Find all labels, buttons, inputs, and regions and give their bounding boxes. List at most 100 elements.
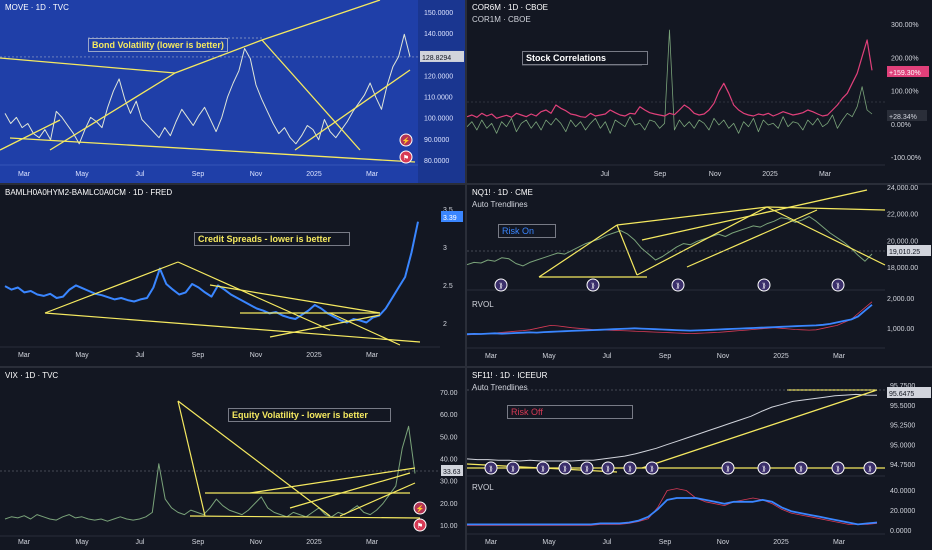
lightning-icon [399, 133, 413, 147]
vix-annotation[interactable]: Equity Volatility - lower is better [228, 408, 391, 422]
vix-x-tick: Mar [18, 539, 31, 546]
nq-x-tick: 2025 [773, 353, 789, 360]
vix-x-tick: Sep [192, 539, 205, 546]
sf-subtitle: Auto Trendlines [472, 383, 528, 392]
nq-last-badge: 19,010.25 [889, 249, 920, 256]
dividend-icon [863, 461, 877, 475]
nq-rvol-y-tick: 1,000.00 [887, 326, 914, 333]
nq-trendline [766, 206, 886, 266]
cor-x-tick: Jul [601, 171, 610, 178]
sf-rvol-series-alt [467, 488, 878, 526]
sf-x-tick: Sep [659, 539, 672, 546]
nq-trendline [616, 206, 768, 226]
move-trendline [0, 119, 61, 151]
cor-y-tick: -100.00% [891, 155, 921, 162]
hy-x-tick: May [75, 352, 89, 359]
cor-badge-cor1m-bg [887, 110, 927, 121]
nq-subtitle: Auto Trendlines [472, 200, 528, 209]
dividend-icon [757, 278, 771, 292]
dividend-icon [831, 278, 845, 292]
cor-series-cor6m [467, 39, 873, 119]
sf-rvol-y-tick: 0.0000 [890, 528, 912, 535]
nq-y-tick: 18,000.00 [887, 265, 918, 272]
move-x-tick: May [75, 171, 89, 178]
sf-rvol-y-tick: 40.0000 [890, 488, 915, 495]
nq-panel[interactable]: 24,000.00 22,000.00 20,000.00 18,000.00 Mar M… [467, 185, 932, 366]
hy-annotation[interactable]: Credit Spreads - lower is better [194, 232, 350, 246]
cor-series-cor1m [467, 29, 873, 134]
sf-panel[interactable]: 95.7500 95.5000 95.2500 95.0000 94.7500 Mar Ma… [467, 368, 932, 550]
hy-x-tick: Mar [18, 352, 31, 359]
horizontal-divider-bottom[interactable] [0, 366, 932, 368]
dividend-icon [671, 278, 685, 292]
hy-title: BAMLH0A0HYM2-BAMLC0A0CM · 1D · FRED [5, 188, 173, 197]
move-chart[interactable]: 150.0000140.0000130.0000120.0000110.0000… [0, 0, 465, 183]
move-annotation[interactable]: Bond Volatility (lower is better) [88, 38, 228, 52]
dividend-icon [645, 461, 659, 475]
dividend-icon [484, 461, 498, 475]
cor-annotation[interactable]: Stock Correlations [522, 51, 648, 65]
hy-panel[interactable]: 3.5 3 2.5 2 Mar May Jul Sep Nov 2025 Mar 3.39 BAMLH… [0, 185, 465, 366]
vix-series [4, 425, 416, 522]
nq-trendline [636, 206, 768, 276]
sf-rvol-y-tick: 20.0000 [890, 508, 915, 515]
nq-annotation[interactable]: Risk On [498, 224, 556, 238]
move-bg [0, 0, 465, 183]
move-x-tick: 2025 [306, 171, 322, 178]
nq-title: NQ1! · 1D · CME [472, 188, 533, 197]
vix-trendline [177, 400, 331, 517]
move-y-tick: 90.0000 [424, 137, 449, 144]
sf-last-badge: 95.6475 [889, 391, 914, 398]
move-panel[interactable]: 150.0000140.0000130.0000120.0000110.0000… [0, 0, 465, 183]
nq-chart[interactable]: 24,000.00 22,000.00 20,000.00 18,000.00 Mar M… [467, 185, 932, 366]
cor-title: COR6M · 1D · CBOE [472, 3, 549, 12]
nq-y-tick: 20,000.00 [887, 238, 918, 245]
cor-y-tick: 200.00% [891, 55, 919, 62]
move-trendline [261, 39, 361, 151]
cor-badge-cor6m-bg [887, 66, 929, 77]
nq-trendline [641, 189, 868, 241]
vix-x-tick: Mar [366, 539, 379, 546]
cor-y-tick: 0.00% [891, 122, 911, 129]
vix-y-tick: 50.00 [440, 434, 458, 441]
move-trendline [0, 57, 176, 74]
vix-y-tick: 40.00 [440, 457, 458, 464]
vix-trendline [339, 482, 416, 517]
move-trendline [174, 39, 263, 74]
hy-y-tick: 3.5 [443, 207, 453, 214]
hy-trendline [269, 314, 381, 338]
vix-chart[interactable]: 70.00 60.00 50.00 40.00 30.00 20.00 10.00 Mar Ma… [0, 368, 465, 550]
nq-rvol-title: RVOL [472, 300, 494, 309]
horizontal-divider-top[interactable] [0, 183, 932, 185]
sf-last-badge-bg [887, 387, 931, 398]
dividend-icon-glyph: ⟫ [563, 465, 567, 473]
move-y-tick: 100.0000 [424, 116, 453, 123]
hy-x-tick: Nov [250, 352, 263, 359]
hy-trendline [44, 261, 179, 314]
vertical-divider[interactable] [465, 0, 467, 550]
nq-trendline [538, 224, 618, 278]
cor-chart[interactable]: 300.00% 200.00% 100.00% 0.00% -100.00% Jul Sep… [467, 0, 932, 183]
move-x-tick: Mar [366, 171, 379, 178]
nq-y-tick: 22,000.00 [887, 212, 918, 219]
dividend-icon-glyph: ⟫ [868, 465, 872, 473]
sf-chart[interactable]: 95.7500 95.5000 95.2500 95.0000 94.7500 Mar Ma… [467, 368, 932, 550]
hy-trendline [329, 312, 401, 346]
sf-annotation[interactable]: Risk Off [507, 405, 633, 419]
cor-panel[interactable]: 300.00% 200.00% 100.00% 0.00% -100.00% Jul Sep… [467, 0, 932, 183]
vix-y-tick: 20.00 [440, 501, 458, 508]
vix-last-badge: 33.63 [443, 469, 461, 476]
cor-subtitle: COR1M · CBOE [472, 15, 531, 24]
cor-y-tick: 100.00% [891, 89, 919, 96]
hy-y-tick: 2.5 [443, 283, 453, 290]
vix-y-tick: 30.00 [440, 479, 458, 486]
lightning-icon-glyph: ⚡ [416, 504, 425, 513]
hy-chart[interactable]: 3.5 3 2.5 2 Mar May Jul Sep Nov 2025 Mar 3.39 [0, 185, 465, 366]
lightning-icon [413, 501, 427, 515]
cor-badge-cor1m: +28.34% [889, 114, 917, 121]
vix-panel[interactable]: 70.00 60.00 50.00 40.00 30.00 20.00 10.00 Mar Ma… [0, 368, 465, 550]
move-y-tick: 80.0000 [424, 158, 449, 165]
dividend-icon-glyph: ⟫ [541, 465, 545, 473]
nq-rvol-series-alt [467, 301, 873, 336]
move-title: MOVE · 1D · TVC [5, 3, 69, 12]
